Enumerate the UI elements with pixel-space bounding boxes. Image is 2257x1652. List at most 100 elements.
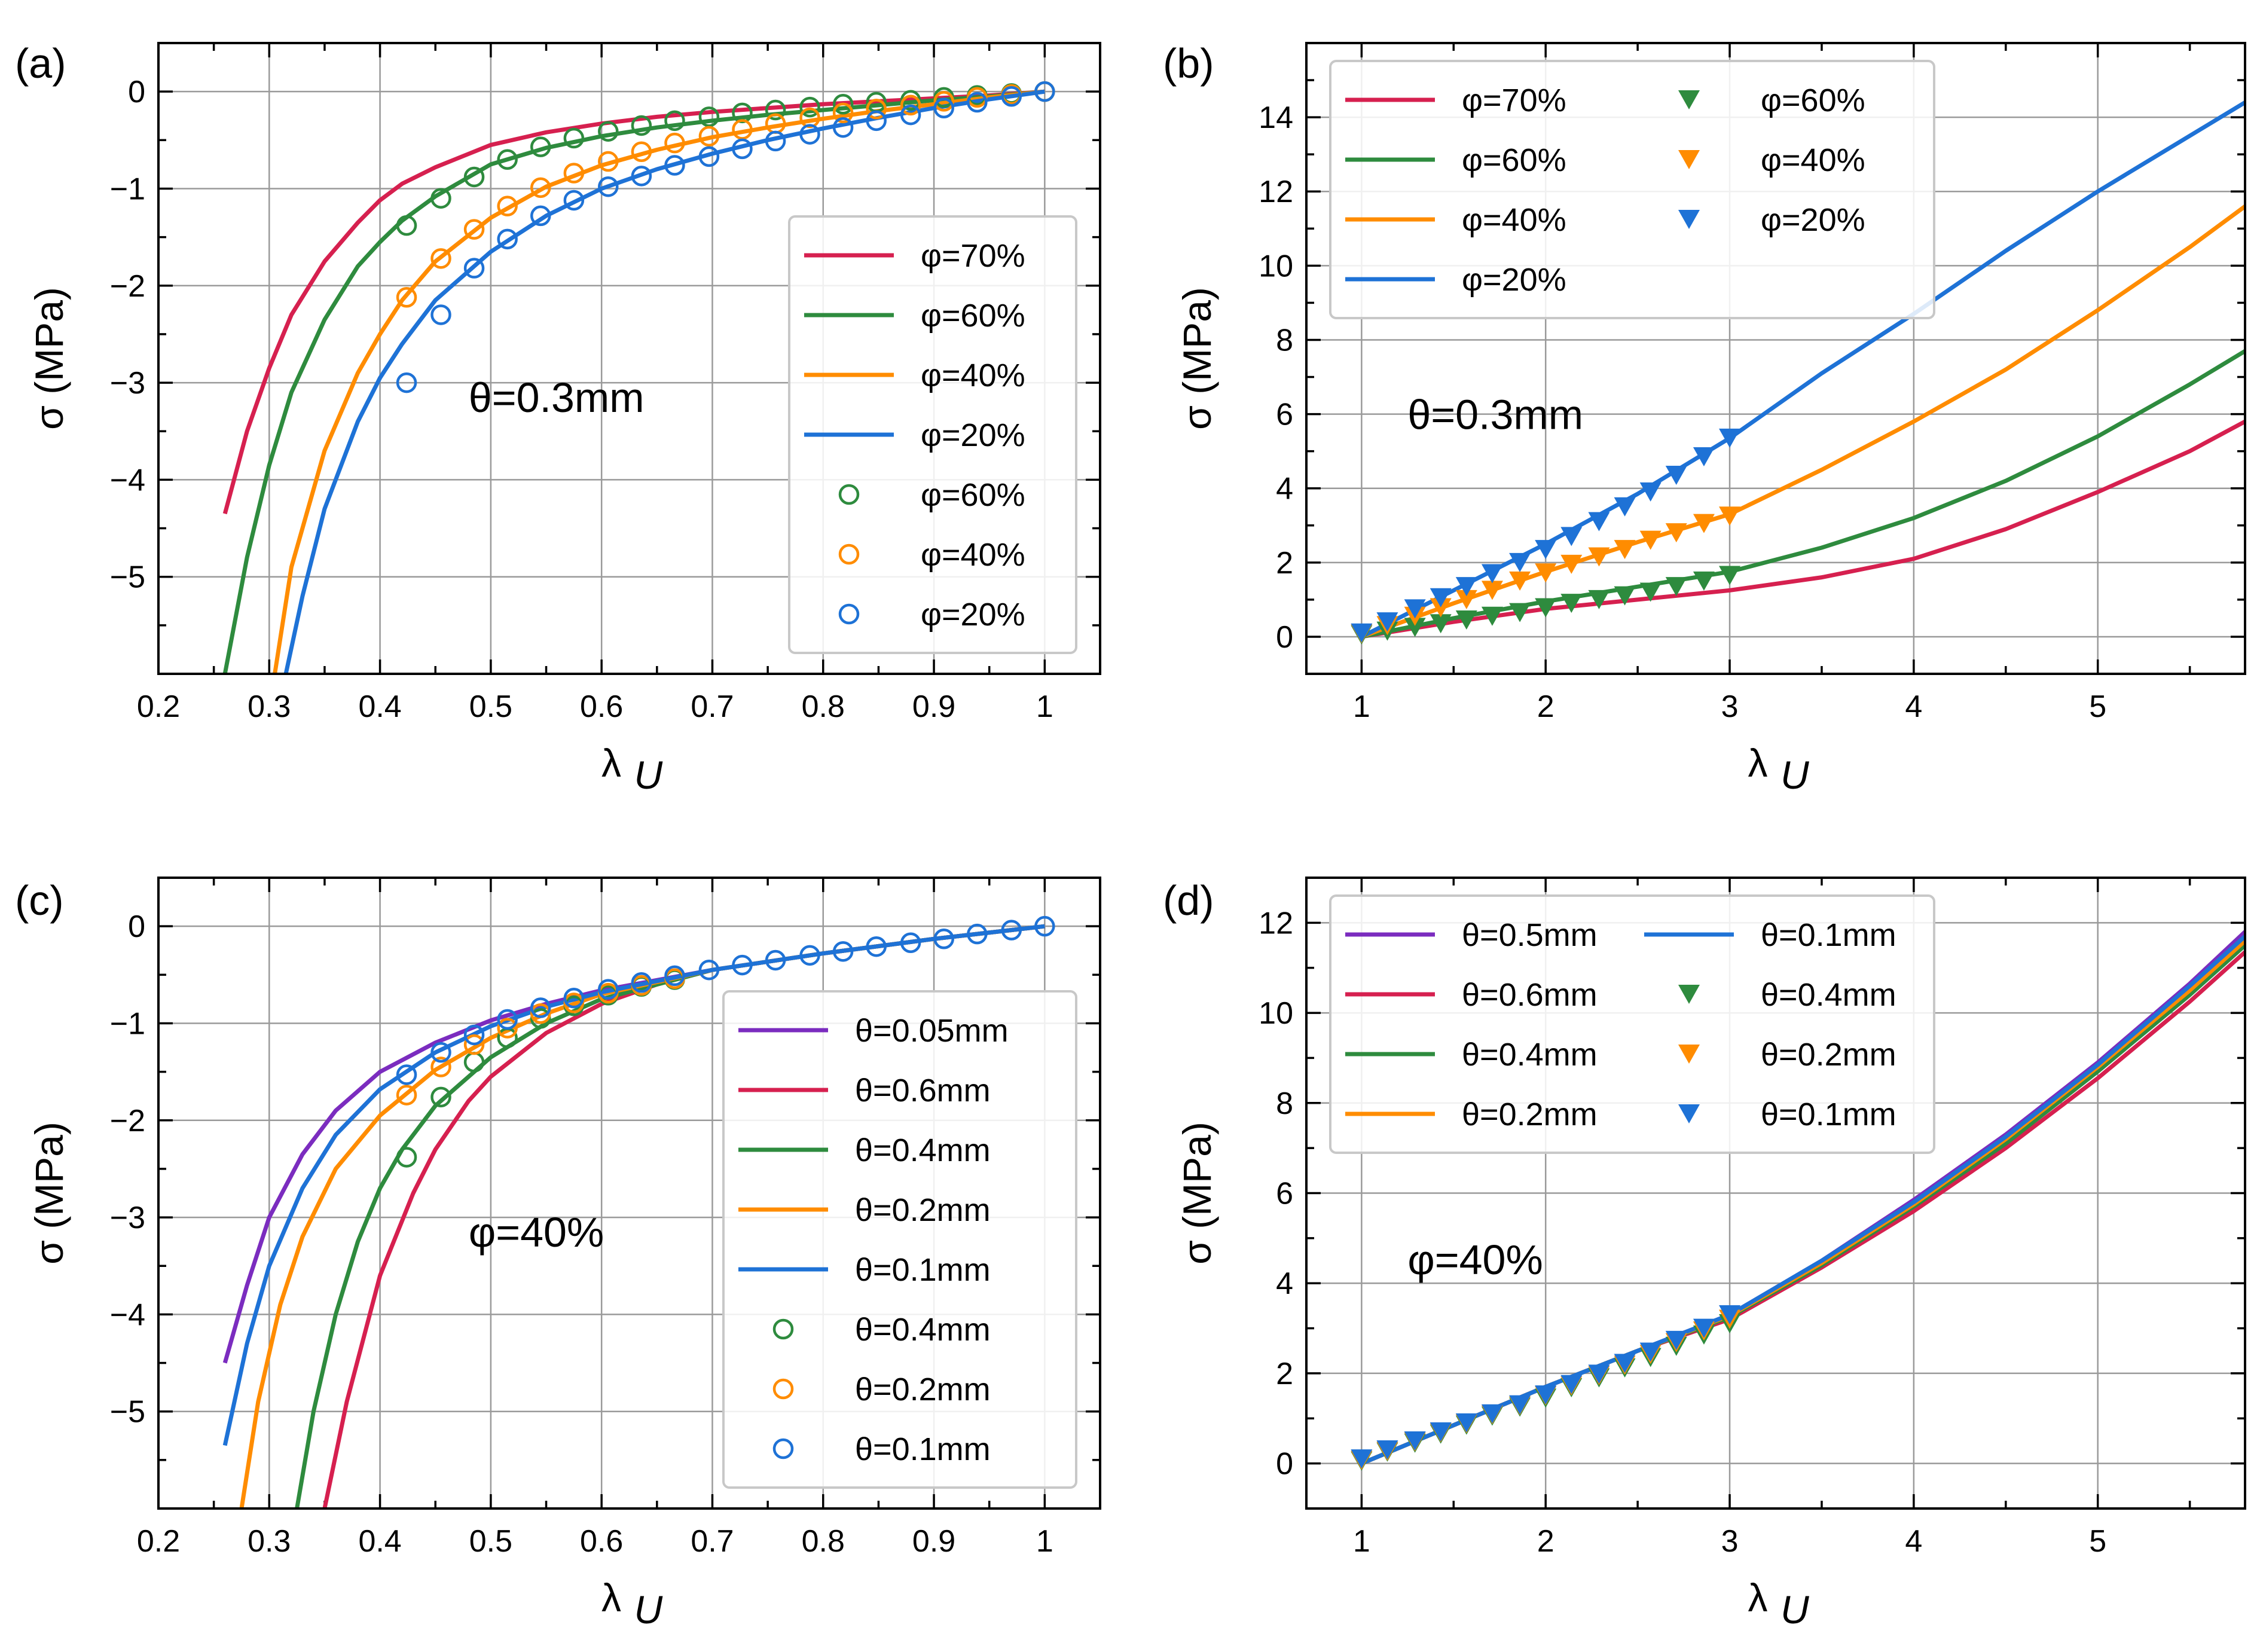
x-tick-label: 0.5: [469, 689, 512, 724]
data-point-triangle: [1455, 577, 1477, 597]
legend-label: φ=60%: [1761, 83, 1865, 118]
y-tick-label: 4: [1276, 1266, 1293, 1301]
legend-label: φ=60%: [1462, 142, 1566, 178]
data-point-triangle: [1719, 566, 1741, 585]
data-point-triangle: [1376, 1440, 1398, 1460]
legend-label: θ=0.6mm: [1462, 977, 1598, 1013]
data-point-triangle: [1560, 554, 1583, 574]
x-tick-label: 3: [1721, 689, 1739, 724]
data-point-triangle: [1639, 482, 1662, 502]
data-point-circle: [396, 1147, 417, 1168]
panel-c: 0.2 0.3 0.4 0.5 0.6 0.7 0.8 0.9 1 −5 −4 −3 −2 −1 0 λ Uσ …: [15, 877, 1101, 1632]
legend: φ=70% φ=60% φ=40% φ=20% φ=60% φ=40% φ=20%: [1329, 60, 1935, 319]
data-point-circle: [664, 110, 685, 132]
data-point-circle: [396, 1064, 417, 1085]
data-point-triangle: [1639, 530, 1662, 550]
data-point-circle: [396, 286, 417, 308]
y-tick-label: 0: [1276, 1447, 1293, 1482]
data-point-triangle: [1639, 1342, 1662, 1362]
x-tick-label: 0.2: [137, 1524, 180, 1559]
data-point-circle: [765, 99, 786, 121]
data-point-circle: [866, 99, 887, 120]
data-point-circle: [866, 936, 887, 957]
data-point-triangle: [1351, 623, 1373, 643]
x-tick-label: 2: [1537, 689, 1554, 724]
legend-label: θ=0.4mm: [855, 1312, 991, 1348]
legend-label: θ=0.4mm: [855, 1132, 991, 1168]
annotation: φ=40%: [469, 1209, 604, 1256]
data-point-circle: [598, 151, 619, 172]
data-point-triangle: [1535, 540, 1557, 560]
y-tick-label: 2: [1276, 1357, 1293, 1391]
x-tick-label: 3: [1721, 1524, 1739, 1559]
legend-box: [1329, 60, 1935, 319]
x-tick-label: 0.6: [580, 689, 623, 724]
y-tick-label: 6: [1276, 1177, 1293, 1211]
legend-label: φ=40%: [921, 358, 1025, 393]
x-tick-label: 4: [1905, 689, 1922, 724]
data-point-circle: [463, 219, 485, 240]
x-tick-label: 5: [2089, 689, 2106, 724]
data-point-circle: [799, 945, 820, 966]
data-point-circle: [598, 121, 619, 142]
data-point-circle: [664, 965, 685, 987]
data-point-triangle: [1588, 547, 1610, 567]
legend-label: θ=0.5mm: [1462, 917, 1598, 953]
data-point-triangle: [1665, 1330, 1687, 1350]
data-point-circle: [631, 972, 652, 993]
data-point-triangle: [1719, 506, 1741, 526]
data-point-circle: [732, 119, 753, 140]
data-point-triangle: [1693, 447, 1715, 466]
legend-box: [1329, 894, 1935, 1154]
data-point-triangle: [1693, 514, 1715, 533]
x-tick-label: 0.2: [137, 689, 180, 724]
data-point-circle: [765, 949, 786, 971]
legend-triangle-swatch: [1678, 985, 1700, 1004]
x-axis-label: λ: [601, 741, 621, 785]
x-tick-label: 0.3: [248, 689, 291, 724]
data-point-triangle: [1455, 610, 1477, 630]
legend-triangle-swatch: [1678, 150, 1700, 169]
y-tick-label: 2: [1276, 546, 1293, 581]
data-point-circle: [396, 215, 417, 236]
panel-label: (c): [15, 877, 64, 924]
data-point-circle: [430, 1056, 451, 1077]
data-point-circle: [967, 91, 988, 113]
data-point-triangle: [1376, 612, 1398, 632]
y-tick-label: −3: [110, 1201, 145, 1235]
data-point-triangle: [1665, 465, 1687, 485]
data-point-triangle: [1430, 588, 1452, 607]
y-tick-label: −4: [110, 1297, 145, 1332]
y-tick-label: 12: [1259, 906, 1293, 940]
y-tick-label: 0: [1276, 620, 1293, 655]
data-point-triangle: [1430, 1422, 1452, 1442]
plot-area: [222, 915, 1055, 1509]
data-point-triangle: [1535, 563, 1557, 583]
x-tick-label: 1: [1036, 1524, 1053, 1559]
data-point-triangle: [1588, 590, 1610, 609]
x-tick-label: 0.4: [358, 1524, 401, 1559]
x-tick-label: 1: [1353, 689, 1370, 724]
data-point-circle: [967, 923, 988, 945]
x-axis-label-subscript: U: [1780, 1587, 1809, 1632]
legend-box: [788, 215, 1077, 654]
data-point-circle: [866, 110, 887, 132]
data-point-circle: [530, 997, 551, 1018]
legend-box: [722, 990, 1077, 1489]
x-axis-label: λ: [1748, 741, 1768, 785]
legend-circle-swatch: [772, 1378, 794, 1400]
panel-a: 0.2 0.3 0.4 0.5 0.6 0.7 0.8 0.9 1 −5 −4 −3 −2 −1 0 λ Uσ …: [15, 40, 1101, 797]
x-axis-label-subscript: U: [634, 1587, 663, 1632]
series-line: [222, 924, 1045, 1446]
plot-frame: [157, 42, 1101, 675]
legend: θ=0.5mm θ=0.6mm θ=0.4mm θ=0.2mm θ=0.1mm θ=0.4…: [1329, 894, 1935, 1154]
data-point-triangle: [1481, 581, 1503, 600]
legend: φ=70% φ=60% φ=40% φ=20% φ=60% φ=40% φ=20%: [788, 215, 1077, 654]
legend-label: θ=0.2mm: [855, 1192, 991, 1228]
data-point-triangle: [1535, 1385, 1557, 1405]
data-point-circle: [799, 107, 820, 129]
legend-label: φ=20%: [921, 597, 1025, 633]
annotation: θ=0.3mm: [1407, 391, 1583, 438]
